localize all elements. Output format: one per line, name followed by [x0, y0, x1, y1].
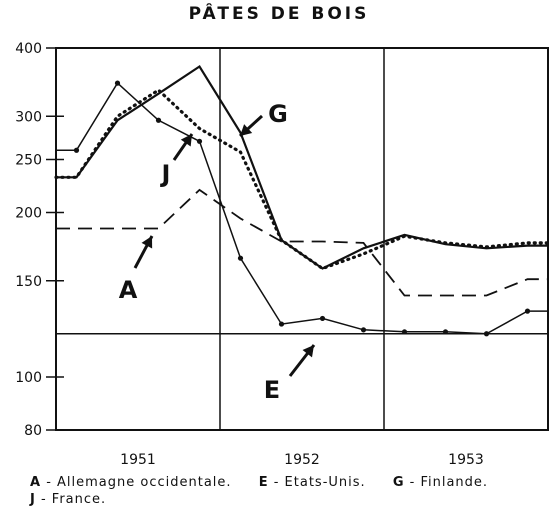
annotation-arrowhead-g: [240, 124, 253, 136]
series-point-e: [237, 255, 244, 261]
series-point-e: [278, 321, 285, 327]
series-line-e: [56, 81, 548, 335]
plot-frame: [55, 47, 549, 431]
series-line-j: [56, 64, 548, 270]
x-tick-label: 1951: [120, 452, 156, 468]
chart-title: PÂTES DE BOIS: [188, 4, 370, 24]
y-tick-label: 300: [15, 109, 42, 125]
legend-item-a: A - Allemagne occidentale.: [30, 475, 232, 490]
annotation-arrowhead-a: [141, 236, 153, 249]
series-point-e: [524, 308, 531, 314]
annotation-label-g: G: [268, 100, 288, 128]
legend-row: A - Allemagne occidentale. E - Etats-Uni…: [30, 474, 510, 491]
series-point-e: [155, 117, 162, 123]
series-line-a: [56, 188, 548, 297]
y-tick-label: 250: [15, 153, 42, 169]
annotation-label-e: E: [264, 376, 280, 404]
line-chart: 80 100 150 200 250 300 400 1951 1952 1953 A E G J: [15, 41, 550, 468]
x-tick-label: 1953: [448, 452, 484, 468]
y-tick-label: 150: [15, 274, 42, 290]
annotation-label-a: A: [119, 276, 138, 304]
series-point-e: [319, 315, 326, 322]
legend: A - Allemagne occidentale. E - Etats-Uni…: [30, 474, 510, 508]
legend-item-e: E - Etats-Unis.: [258, 475, 366, 490]
y-tick-label: 100: [15, 370, 42, 386]
series-point-e: [360, 327, 367, 333]
series-point-e: [483, 331, 490, 337]
series-point-e: [196, 138, 203, 144]
series-point-e: [401, 329, 408, 335]
legend-row: J - France.: [30, 491, 510, 508]
legend-item-j: J - France.: [30, 492, 107, 507]
series-point-e: [73, 147, 80, 153]
x-tick-label: 1952: [284, 452, 320, 468]
annotation-arrowhead-j: [180, 134, 192, 147]
y-tick-label: 80: [24, 423, 42, 439]
series-point-e: [114, 80, 121, 86]
annotation-label-j: J: [160, 160, 171, 188]
legend-item-g: G - Finlande.: [392, 475, 489, 490]
y-tick-label: 400: [15, 41, 42, 57]
y-tick-label: 200: [15, 206, 42, 222]
series-point-e: [442, 329, 449, 335]
annotation-arrowhead-e: [302, 345, 314, 358]
